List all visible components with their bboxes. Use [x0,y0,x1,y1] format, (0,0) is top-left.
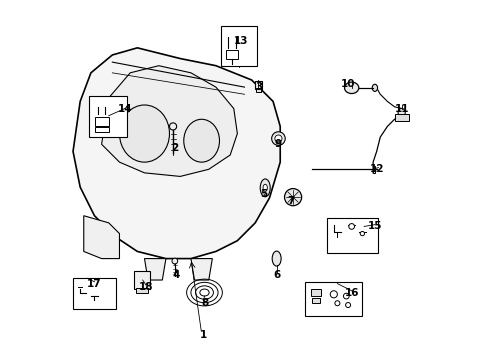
Bar [394,114,408,121]
Bar [225,50,238,59]
FancyBboxPatch shape [305,282,362,316]
Text: 15: 15 [367,221,381,231]
Text: 3: 3 [255,82,262,92]
Text: 16: 16 [344,288,358,297]
Ellipse shape [284,189,301,206]
Polygon shape [144,258,165,280]
Text: 2: 2 [171,143,178,153]
Text: 13: 13 [233,36,248,46]
Bar [254,81,262,89]
Bar [372,166,374,173]
Bar [135,288,148,293]
Bar [312,298,319,303]
Text: 1: 1 [200,330,206,341]
Circle shape [334,301,339,306]
Text: 11: 11 [394,104,408,113]
Text: 9: 9 [274,139,281,149]
Ellipse shape [344,82,358,94]
Polygon shape [190,258,212,280]
Ellipse shape [272,251,281,266]
Text: 18: 18 [139,282,153,292]
Polygon shape [83,216,119,258]
FancyBboxPatch shape [73,278,116,309]
Bar [255,88,261,93]
Text: 10: 10 [340,78,355,89]
FancyBboxPatch shape [89,96,126,137]
Ellipse shape [263,184,267,192]
Circle shape [345,302,350,307]
Text: 4: 4 [173,270,180,280]
Text: 5: 5 [260,189,267,199]
Text: 8: 8 [201,298,208,308]
Ellipse shape [271,132,285,145]
Bar [134,271,149,289]
Circle shape [360,231,364,236]
Text: 7: 7 [286,197,294,206]
Ellipse shape [397,108,405,117]
Text: 12: 12 [368,164,383,174]
Bar [95,117,109,126]
Polygon shape [102,66,237,176]
Ellipse shape [260,179,270,197]
Text: 6: 6 [272,270,280,280]
Ellipse shape [119,105,169,162]
FancyBboxPatch shape [326,217,378,253]
Ellipse shape [274,135,282,142]
Circle shape [169,123,176,130]
Text: 14: 14 [117,104,132,113]
Circle shape [172,258,177,264]
FancyBboxPatch shape [221,26,257,66]
Circle shape [343,293,348,299]
Polygon shape [73,48,280,258]
Text: 17: 17 [87,279,102,289]
Circle shape [348,224,354,229]
Ellipse shape [371,84,377,91]
Bar [95,127,109,132]
Ellipse shape [183,119,219,162]
Bar [310,289,321,296]
Circle shape [329,291,337,298]
